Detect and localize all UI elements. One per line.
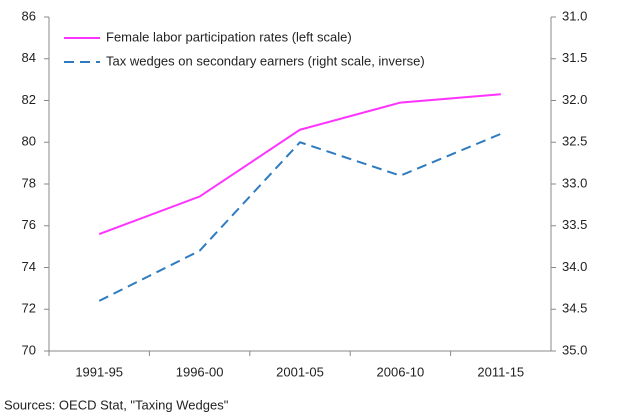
- y2-tick-label: 32.5: [562, 134, 587, 149]
- series-line: [98, 93, 501, 236]
- y2-tick-label: 31.0: [562, 8, 587, 23]
- y-tick-label: 76: [22, 217, 36, 232]
- x-tick-label: 2006-10: [377, 364, 425, 379]
- y-tick-label: 72: [22, 301, 36, 316]
- y2-tick-label: 33.5: [562, 217, 587, 232]
- legend-label: Tax wedges on secondary earners (right s…: [106, 53, 425, 68]
- legend-label: Female labor participation rates (left s…: [106, 29, 352, 44]
- y-tick-label: 74: [22, 259, 36, 274]
- y2-tick-label: 32.0: [562, 92, 587, 107]
- y2-tick-label: 34.0: [562, 259, 587, 274]
- y-tick-label: 78: [22, 175, 36, 190]
- y-tick-label: 70: [22, 342, 36, 357]
- source-note: Sources: OECD Stat, "Taxing Wedges": [4, 397, 229, 412]
- y2-tick-label: 35.0: [562, 342, 587, 357]
- x-tick-label: 1991-95: [75, 364, 123, 379]
- series-line: [98, 132, 502, 302]
- x-tick-label: 2011-15: [477, 364, 524, 379]
- y-tick-label: 82: [22, 92, 36, 107]
- y2-tick-label: 31.5: [562, 50, 587, 65]
- y-tick-label: 84: [22, 50, 36, 65]
- y-tick-label: 86: [22, 8, 36, 23]
- y-tick-label: 80: [22, 134, 36, 149]
- y2-tick-label: 33.0: [562, 175, 587, 190]
- x-tick-label: 1996-00: [176, 364, 224, 379]
- x-tick-label: 2001-05: [276, 364, 324, 379]
- y2-tick-label: 34.5: [562, 301, 587, 316]
